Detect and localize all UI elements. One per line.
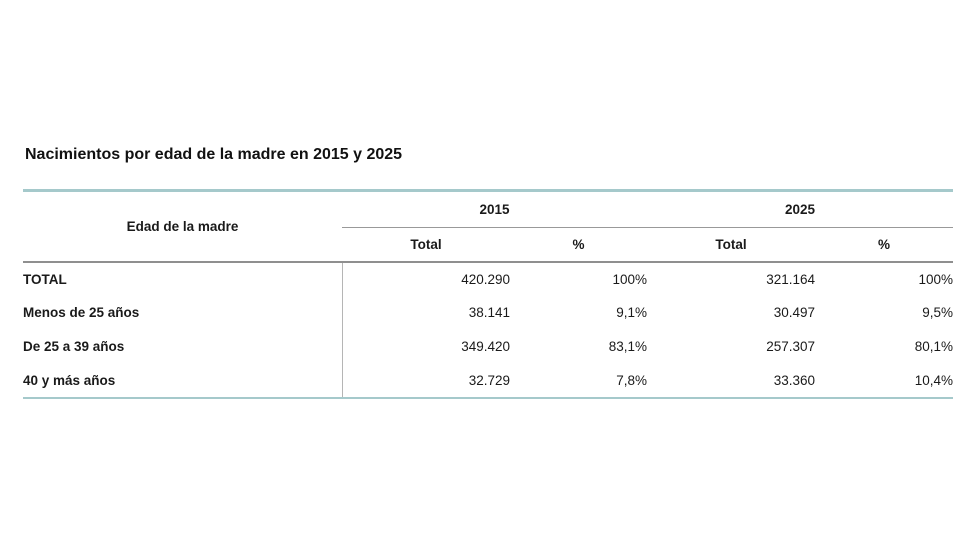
cell-total-2025: 257.307 <box>766 339 816 354</box>
cell-total-2015: 349.420 <box>341 329 510 364</box>
column-group-2025: 2025 <box>647 190 954 228</box>
cell-percent-2015: 100% <box>612 271 648 287</box>
cell-total-2025: 30.497 <box>773 305 816 320</box>
year-header-row: Edad de la madre 2015 2025 <box>23 190 954 263</box>
table-row: Menos de 25 años 38.141 9,1% 30.497 9,5% <box>23 295 954 330</box>
cell-percent-2025: 80,1% <box>914 339 954 354</box>
table-row: De 25 a 39 años 349.420 83,1% 257.307 80… <box>23 329 954 364</box>
column-group-2015: 2015 <box>342 190 648 228</box>
cell-percent-2015: 7,8% <box>616 372 648 388</box>
cell-total-2015: 38.141 <box>341 295 510 330</box>
column-header-total-2025: Total <box>647 227 816 263</box>
table-body: TOTAL 420.290 100% 321.164 100% Menos de… <box>23 261 954 398</box>
row-label: TOTAL <box>23 271 67 287</box>
column-header-percent-2015: % <box>510 227 648 263</box>
column-header-percent-2025: % <box>815 227 954 263</box>
row-label: De 25 a 39 años <box>23 339 125 354</box>
cell-percent-2025: 10,4% <box>914 372 954 388</box>
cell-percent-2015: 83,1% <box>608 339 648 354</box>
row-label: 40 y más años <box>23 372 116 388</box>
row-label: Menos de 25 años <box>23 305 140 320</box>
cell-total-2015: 420.290 <box>341 261 510 296</box>
table-row: TOTAL 420.290 100% 321.164 100% <box>23 261 954 296</box>
table-header: Edad de la madre 2015 2025 Total % Total… <box>23 190 954 263</box>
page-title: Nacimientos por edad de la madre en 2015… <box>25 146 403 163</box>
cell-percent-2025: 100% <box>918 271 954 287</box>
cell-percent-2015: 9,1% <box>616 305 648 320</box>
column-header-edad-de-la-madre: Edad de la madre <box>23 190 342 263</box>
sub-header-row: Total % Total % <box>23 227 954 263</box>
table-row: 40 y más años 32.729 7,8% 33.360 10,4% <box>23 363 954 398</box>
cell-total-2025: 33.360 <box>773 372 816 388</box>
column-header-total-2015: Total <box>342 227 510 263</box>
births-table: Edad de la madre 2015 2025 Total % Total… <box>23 189 954 399</box>
cell-total-2015: 32.729 <box>341 363 510 398</box>
cell-total-2025: 321.164 <box>766 271 816 287</box>
cell-percent-2025: 9,5% <box>922 305 954 320</box>
